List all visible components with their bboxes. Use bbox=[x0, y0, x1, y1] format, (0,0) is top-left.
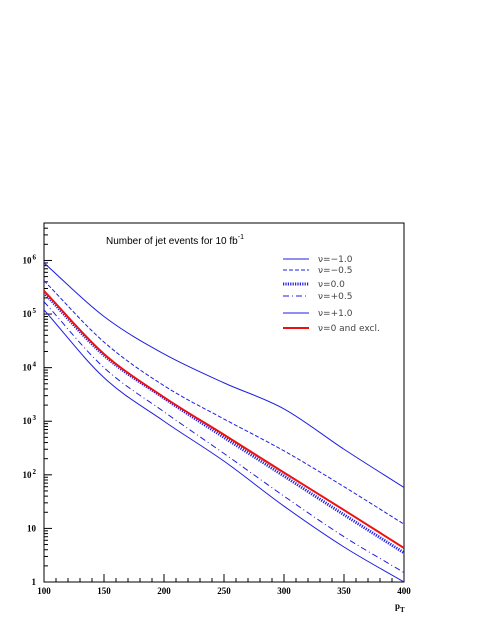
x-tick-label: 250 bbox=[217, 586, 231, 596]
x-axis-label: pT bbox=[395, 601, 405, 614]
y-tick-label: 10 bbox=[27, 523, 37, 533]
y-tick-base: 10 bbox=[23, 309, 33, 319]
x-axis-label-main: p bbox=[395, 601, 400, 611]
x-tick-label: 300 bbox=[277, 586, 291, 596]
y-tick-label: 1 bbox=[32, 577, 37, 587]
x-tick-label: 150 bbox=[97, 586, 111, 596]
series-group bbox=[44, 262, 404, 582]
y-tick-base: 10 bbox=[23, 416, 33, 426]
y-tick-label: 102 bbox=[23, 468, 37, 480]
series-line-5 bbox=[44, 290, 404, 549]
y-tick-exponent: 3 bbox=[33, 414, 37, 422]
x-tick-label: 400 bbox=[397, 586, 411, 596]
series-lines bbox=[44, 262, 404, 582]
y-tick-label: 106 bbox=[23, 253, 37, 265]
x-tick-label: 100 bbox=[37, 586, 51, 596]
y-tick-exponent: 5 bbox=[33, 307, 37, 315]
chart-title-main: Number of jet events for 10 fb bbox=[106, 236, 238, 247]
y-tick-label: 103 bbox=[23, 414, 37, 426]
series-line-0 bbox=[44, 262, 404, 488]
legend-label-3: ν=+0.5 bbox=[318, 292, 352, 302]
y-tick-exponent: 2 bbox=[33, 468, 37, 476]
legend-label-1: ν=−0.5 bbox=[318, 266, 352, 276]
y-tick-exponent: 6 bbox=[33, 253, 37, 261]
y-tick-base: 10 bbox=[23, 470, 33, 480]
chart-title: Number of jet events for 10 fb-1 bbox=[106, 234, 244, 247]
series-line-1 bbox=[44, 280, 404, 525]
legend-label-5: ν=0 and excl. bbox=[318, 324, 380, 334]
y-tick-base: 1 bbox=[32, 577, 37, 587]
legend-label-4: ν=+1.0 bbox=[318, 309, 353, 319]
chart-title-superscript: -1 bbox=[238, 234, 244, 241]
y-tick-label: 105 bbox=[23, 307, 37, 319]
y-tick-base: 10 bbox=[23, 255, 33, 265]
legend: ν=−1.0ν=−0.5 ν=0.0 ν=+0.5 ν=+1.0 ν=0 and exc… bbox=[283, 255, 380, 334]
y-tick-base: 10 bbox=[27, 523, 37, 533]
y-tick-label: 104 bbox=[23, 361, 37, 373]
y-tick-base: 10 bbox=[23, 363, 33, 373]
series-line-3 bbox=[44, 301, 404, 573]
y-tick-exponent: 4 bbox=[33, 361, 37, 369]
x-tick-label: 350 bbox=[337, 586, 351, 596]
x-tick-label: 200 bbox=[157, 586, 171, 596]
legend-label-0: ν=−1.0 bbox=[318, 255, 353, 265]
x-axis-label-subscript: T bbox=[400, 606, 405, 614]
legend-label-2: ν=0.0 bbox=[318, 280, 345, 290]
series-line-4 bbox=[44, 309, 404, 582]
plot-frame bbox=[43, 222, 405, 583]
